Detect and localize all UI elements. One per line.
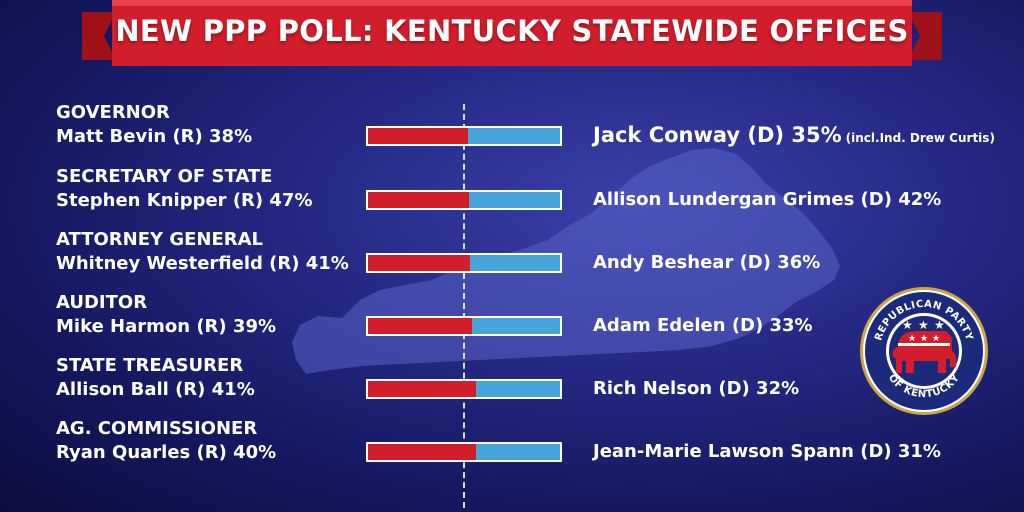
svg-text:★: ★ [934,318,945,332]
democrat-candidate-label: Rich Nelson (D) 32% [593,378,799,399]
republican-candidate-label: Mike Harmon (R) 39% [56,316,276,337]
race-row: SECRETARY OF STATE Stephen Knipper (R) 47… [0,166,1024,226]
elephant-icon: ★ ★ ★ [892,331,957,373]
race-row: STATE TREASURER Allison Ball (R) 41% Rich … [0,355,1024,415]
democrat-candidate-label: Adam Edelen (D) 33% [593,315,813,336]
title-banner: NEW PPP POLL: KENTUCKY STATEWIDE OFFICES [82,0,942,72]
democrat-share-fill [475,381,560,397]
svg-text:★: ★ [918,318,929,332]
republican-share-fill [368,318,473,334]
gop-kentucky-logo: REPUBLICAN PARTY OF KENTUCKY ★ ★ ★ ★ ★ ★ [858,285,990,417]
result-bar [366,442,562,462]
democrat-candidate-text: Rich Nelson (D) 32% [593,378,800,399]
result-bar [366,253,562,273]
republican-candidate-label: Ryan Quarles (R) 40% [56,442,277,463]
democrat-candidate-label: Andy Beshear (D) 36% [593,252,820,273]
svg-text:★: ★ [902,318,913,332]
democrat-candidate-text: Allison Lundergan Grimes (D) 42% [593,189,942,210]
office-label: ATTORNEY GENERAL [56,229,264,250]
democrat-candidate-label: Jack Conway (D) 35% (incl.Ind. Drew Curti… [593,123,995,147]
race-row: AUDITOR Mike Harmon (R) 39% Adam Edelen (D… [0,292,1024,352]
democrat-share-fill [476,444,560,460]
republican-candidate-label: Whitney Westerfield (R) 41% [56,253,349,274]
svg-text:★: ★ [932,334,940,344]
republican-share-fill [368,444,477,460]
democrat-share-fill [470,255,560,271]
democrat-share-fill [472,318,560,334]
republican-candidate-label: Matt Bevin (R) 38% [56,126,253,147]
svg-text:★: ★ [920,334,928,344]
democrat-candidate-label: Jean-Marie Lawson Spann (D) 31% [593,441,941,462]
office-label: AUDITOR [56,292,148,313]
republican-share-fill [368,255,471,271]
democrat-candidate-text: Jack Conway (D) 35% [593,123,842,147]
republican-share-fill [368,192,470,208]
logo-stars: ★ ★ ★ [902,318,945,332]
democrat-candidate-label: Allison Lundergan Grimes (D) 42% [593,189,941,210]
republican-share-fill [368,381,476,397]
republican-candidate-label: Allison Ball (R) 41% [56,379,255,400]
race-row: AG. COMMISSIONER Ryan Quarles (R) 40% Jean… [0,418,1024,478]
result-bar [366,379,562,399]
office-label: GOVERNOR [56,102,170,123]
democrat-share-fill [468,128,560,144]
democrat-candidate-text: Adam Edelen (D) 33% [593,315,813,336]
democrat-share-fill [469,192,560,208]
race-row: GOVERNOR Matt Bevin (R) 38% Jack Conway (D… [0,102,1024,162]
democrat-candidate-text: Andy Beshear (D) 36% [593,252,821,273]
democrat-candidate-text: Jean-Marie Lawson Spann (D) 31% [593,441,941,462]
result-bar [366,126,562,146]
banner-title: NEW PPP POLL: KENTUCKY STATEWIDE OFFICES [115,14,909,48]
office-label: STATE TREASURER [56,355,244,376]
republican-candidate-label: Stephen Knipper (R) 47% [56,190,313,211]
race-note: (incl.Ind. Drew Curtis) [845,131,995,145]
banner-ribbon-shape [82,0,942,66]
result-bar [366,190,562,210]
republican-share-fill [368,128,469,144]
logo-seal: REPUBLICAN PARTY OF KENTUCKY ★ ★ ★ ★ ★ ★ [860,287,988,415]
race-row: ATTORNEY GENERAL Whitney Westerfield (R) … [0,229,1024,289]
center-reference-line [463,104,465,508]
svg-text:★: ★ [908,334,916,344]
result-bar [366,316,562,336]
office-label: AG. COMMISSIONER [56,418,258,439]
office-label: SECRETARY OF STATE [56,166,273,187]
